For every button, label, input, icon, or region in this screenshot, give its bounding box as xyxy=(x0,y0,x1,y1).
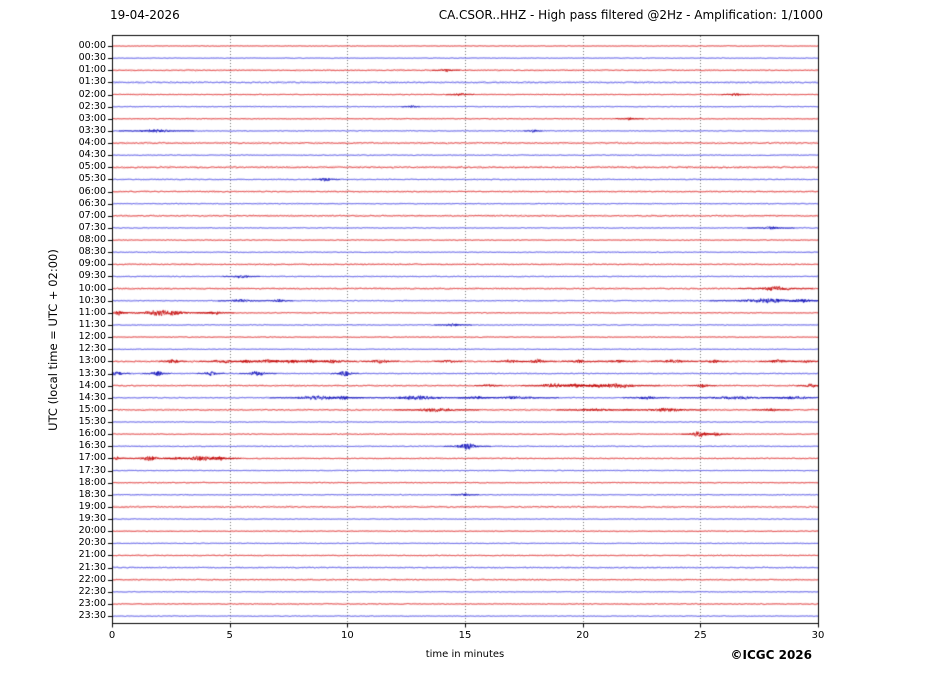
y-tick-label: 22:00 xyxy=(78,573,106,585)
y-tick-label: 19:30 xyxy=(78,513,106,525)
y-tick-label: 03:00 xyxy=(78,112,106,124)
x-tick-label: 10 xyxy=(340,630,354,641)
y-tick-label: 09:30 xyxy=(78,270,106,282)
y-tick-label: 21:00 xyxy=(78,549,106,561)
y-tick-label: 11:00 xyxy=(78,306,106,318)
chart-title: CA.CSOR..HHZ - High pass filtered @2Hz -… xyxy=(438,8,823,22)
y-tick-label: 00:00 xyxy=(78,40,106,51)
y-tick-label: 05:30 xyxy=(78,173,106,185)
y-tick-label: 00:30 xyxy=(78,52,106,64)
y-tick-label: 16:30 xyxy=(78,440,106,452)
y-tick-label: 13:00 xyxy=(78,355,106,367)
y-tick-label: 09:00 xyxy=(78,258,106,270)
x-tick-label: 5 xyxy=(226,630,233,641)
y-tick-label: 08:30 xyxy=(78,246,106,258)
y-tick-label: 07:30 xyxy=(78,221,106,233)
x-tick-label: 15 xyxy=(458,630,472,641)
x-tick-label: 30 xyxy=(811,630,825,641)
date-label: 19-04-2026 xyxy=(110,8,180,22)
y-tick-label: 23:00 xyxy=(78,597,106,609)
y-tick-label: 12:30 xyxy=(78,343,106,355)
y-tick-label: 01:00 xyxy=(78,64,106,76)
y-tick-label: 08:00 xyxy=(78,234,106,246)
y-tick-label: 20:00 xyxy=(78,525,106,537)
y-tick-label: 12:00 xyxy=(78,331,106,343)
y-tick-label: 04:00 xyxy=(78,137,106,149)
y-tick-label: 06:30 xyxy=(78,197,106,209)
y-tick-label: 04:30 xyxy=(78,149,106,161)
y-tick-label: 11:30 xyxy=(78,318,106,330)
y-tick-label: 14:30 xyxy=(78,391,106,403)
x-axis-label: time in minutes xyxy=(425,649,505,660)
y-tick-label: 07:00 xyxy=(78,209,106,221)
y-tick-label: 20:30 xyxy=(78,537,106,549)
x-tick-label: 20 xyxy=(576,630,590,641)
y-tick-label: 19:00 xyxy=(78,500,106,512)
x-tick-label: 0 xyxy=(108,630,116,641)
y-tick-label: 22:30 xyxy=(78,585,106,597)
y-tick-label: 15:00 xyxy=(78,403,106,415)
y-tick-label: 02:30 xyxy=(78,100,106,112)
y-tick-label: 01:30 xyxy=(78,76,106,88)
x-tick-label: 25 xyxy=(693,630,707,641)
y-tick-label: 10:30 xyxy=(78,294,106,306)
y-tick-label: 02:00 xyxy=(78,88,106,100)
y-tick-label: 03:30 xyxy=(78,124,106,136)
y-tick-label: 14:00 xyxy=(78,379,106,391)
y-tick-label: 17:30 xyxy=(78,464,106,476)
y-tick-label: 18:00 xyxy=(78,476,106,488)
y-tick-label: 06:00 xyxy=(78,185,106,197)
y-tick-label: 16:00 xyxy=(78,428,106,440)
y-tick-label: 23:30 xyxy=(78,610,106,622)
y-tick-label: 17:00 xyxy=(78,452,106,464)
y-tick-label: 21:30 xyxy=(78,561,106,573)
y-tick-label: 15:30 xyxy=(78,416,106,428)
copyright-label: ©ICGC 2026 xyxy=(730,648,812,662)
y-tick-label: 05:00 xyxy=(78,161,106,173)
y-tick-label: 10:00 xyxy=(78,282,106,294)
y-tick-label: 13:30 xyxy=(78,367,106,379)
y-tick-label: 18:30 xyxy=(78,488,106,500)
